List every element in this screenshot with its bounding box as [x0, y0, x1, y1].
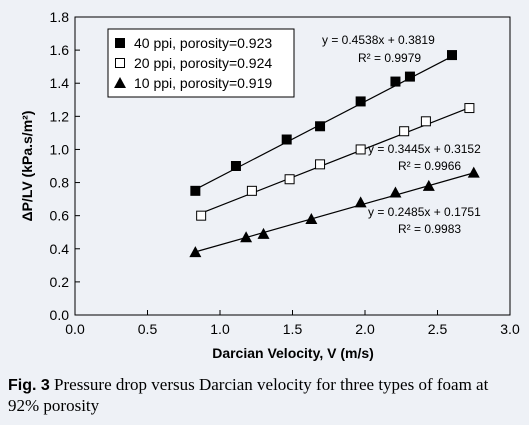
- data-point-series-2: [315, 159, 326, 170]
- data-point-series-1: [190, 185, 201, 196]
- y-tick-label: 1.0: [50, 141, 70, 157]
- y-tick-label: 0.8: [50, 175, 70, 191]
- data-point-series-2: [284, 174, 295, 185]
- data-point-series-1: [355, 96, 366, 107]
- y-tick-label: 0.6: [50, 208, 70, 224]
- fit-equation: y = 0.3445x + 0.3152: [368, 142, 481, 156]
- caption-label: Fig. 3: [8, 377, 50, 394]
- y-tick-label: 0.2: [50, 274, 70, 290]
- data-point-series-1: [281, 134, 292, 145]
- x-axis-title: Darcian Velocity, V (m/s): [212, 345, 374, 361]
- y-tick-label: 0.4: [50, 241, 70, 257]
- fit-r-squared: R² = 0.9983: [398, 222, 461, 236]
- data-point-series-2: [420, 116, 431, 127]
- fit-annotations: y = 0.4538x + 0.3819 R² = 0.9979 y = 0.344…: [322, 33, 481, 236]
- y-tick-label: 1.6: [50, 42, 70, 58]
- y-tick-label: 1.8: [50, 9, 70, 25]
- y-tick-label: 0.0: [50, 307, 70, 323]
- x-tick-label: 1.0: [210, 321, 230, 337]
- data-point-series-2: [399, 126, 410, 137]
- data-point-series-2: [196, 210, 207, 221]
- fit-r-squared: R² = 0.9966: [398, 159, 461, 173]
- data-point-series-3: [354, 196, 367, 208]
- x-tick-label: 0.5: [138, 321, 158, 337]
- legend-box: [107, 28, 295, 98]
- y-tick-label: 1.2: [50, 108, 70, 124]
- data-point-series-2: [464, 103, 475, 114]
- data-point-series-1: [447, 50, 457, 61]
- data-point-series-3: [305, 212, 318, 224]
- data-point-series-2: [355, 144, 366, 155]
- caption-text: Pressure drop versus Darcian velocity fo…: [8, 375, 489, 415]
- fit-equation: y = 0.4538x + 0.3819: [322, 33, 435, 47]
- y-tick-label: 1.4: [50, 75, 70, 91]
- data-point-series-3: [189, 246, 202, 258]
- axis-ticks: 0.0 0.5 1.0 1.5 2.0 2.5 3.0 0.0 0.2 0.4 0.6 0.8 1.0 1…: [50, 9, 520, 337]
- x-tick-label: 3.0: [500, 321, 520, 337]
- legend-marker: [115, 58, 125, 68]
- data-point-series-1: [390, 76, 401, 87]
- data-point-series-2: [246, 185, 257, 196]
- y-axis-title: ΔP/LV (kPa.s/m²): [19, 111, 35, 222]
- data-point-series-3: [389, 186, 402, 198]
- data-markers: [189, 50, 480, 258]
- legend-marker: [114, 77, 126, 88]
- data-point-series-3: [422, 179, 435, 191]
- chart: 0.0 0.5 1.0 1.5 2.0 2.5 3.0 0.0 0.2 0.4 0.6 0.8 1.0 1…: [19, 9, 520, 361]
- data-point-series-1: [230, 161, 241, 171]
- data-point-series-3: [467, 166, 480, 178]
- x-tick-label: 0.0: [65, 321, 85, 337]
- x-tick-label: 2.5: [428, 321, 448, 337]
- data-point-series-3: [240, 231, 253, 243]
- x-tick-label: 1.5: [283, 321, 303, 337]
- fit-r-squared: R² = 0.9979: [358, 51, 421, 65]
- figure-caption: Fig. 3 Pressure drop versus Darcian velo…: [8, 375, 523, 416]
- legend-label: 10 ppi, porosity=0.919: [134, 75, 272, 91]
- legend: 40 ppi, porosity=0.923 20 ppi, porosity=0…: [107, 28, 295, 98]
- legend-marker: [115, 38, 125, 48]
- data-point-series-1: [315, 121, 326, 132]
- legend-label: 40 ppi, porosity=0.923: [134, 35, 272, 51]
- data-point-series-3: [257, 227, 270, 239]
- legend-label: 20 ppi, porosity=0.924: [134, 55, 272, 71]
- x-tick-label: 2.0: [355, 321, 375, 337]
- data-point-series-1: [404, 71, 415, 82]
- fit-equation: y = 0.2485x + 0.1751: [368, 205, 481, 219]
